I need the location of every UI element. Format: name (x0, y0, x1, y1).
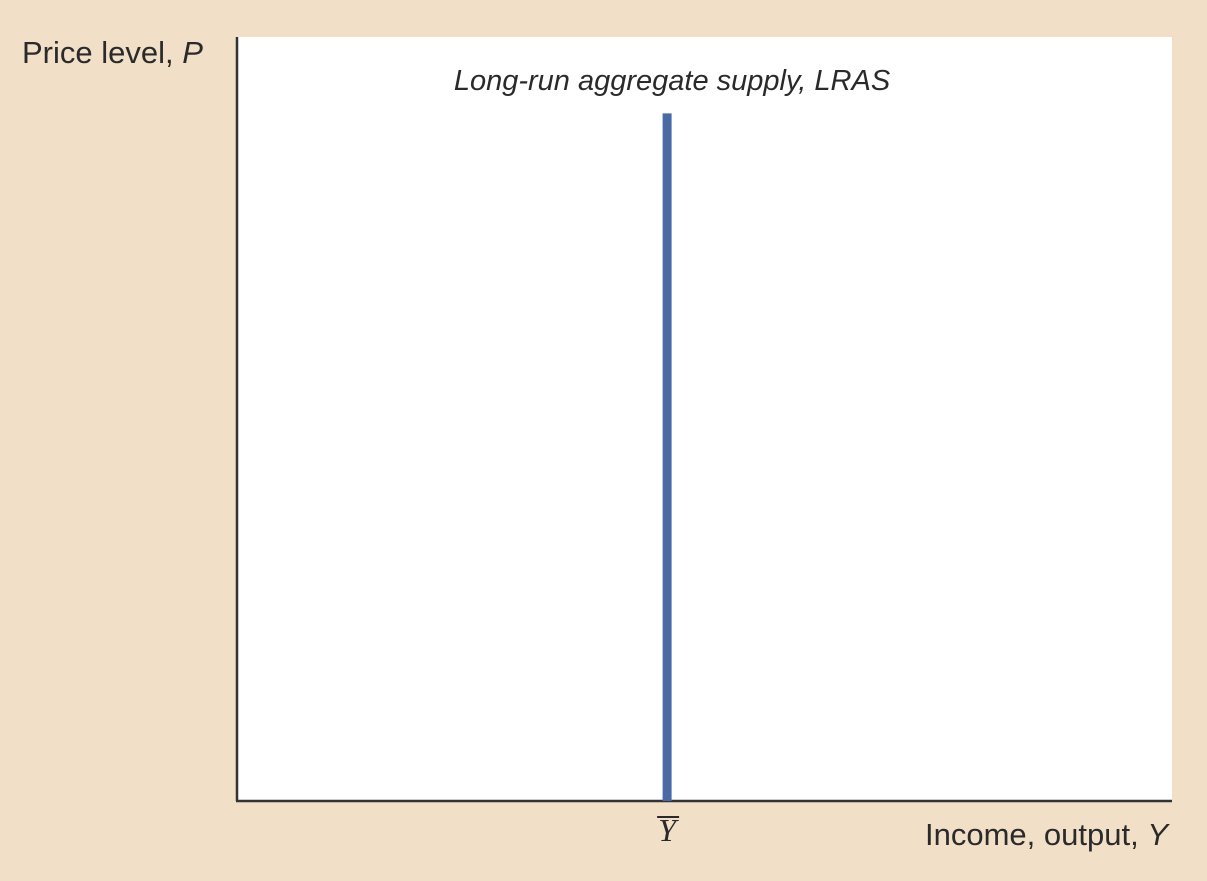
plot-area (237, 37, 1172, 801)
x-tick-layer: Y (657, 812, 679, 848)
x-tick-label-0: Y (658, 812, 679, 848)
x-axis-title: Income, output, Y (925, 817, 1170, 852)
lras-curve-label: Long-run aggregate supply, LRAS (454, 65, 891, 97)
y-axis-title: Price level, P (22, 35, 203, 70)
